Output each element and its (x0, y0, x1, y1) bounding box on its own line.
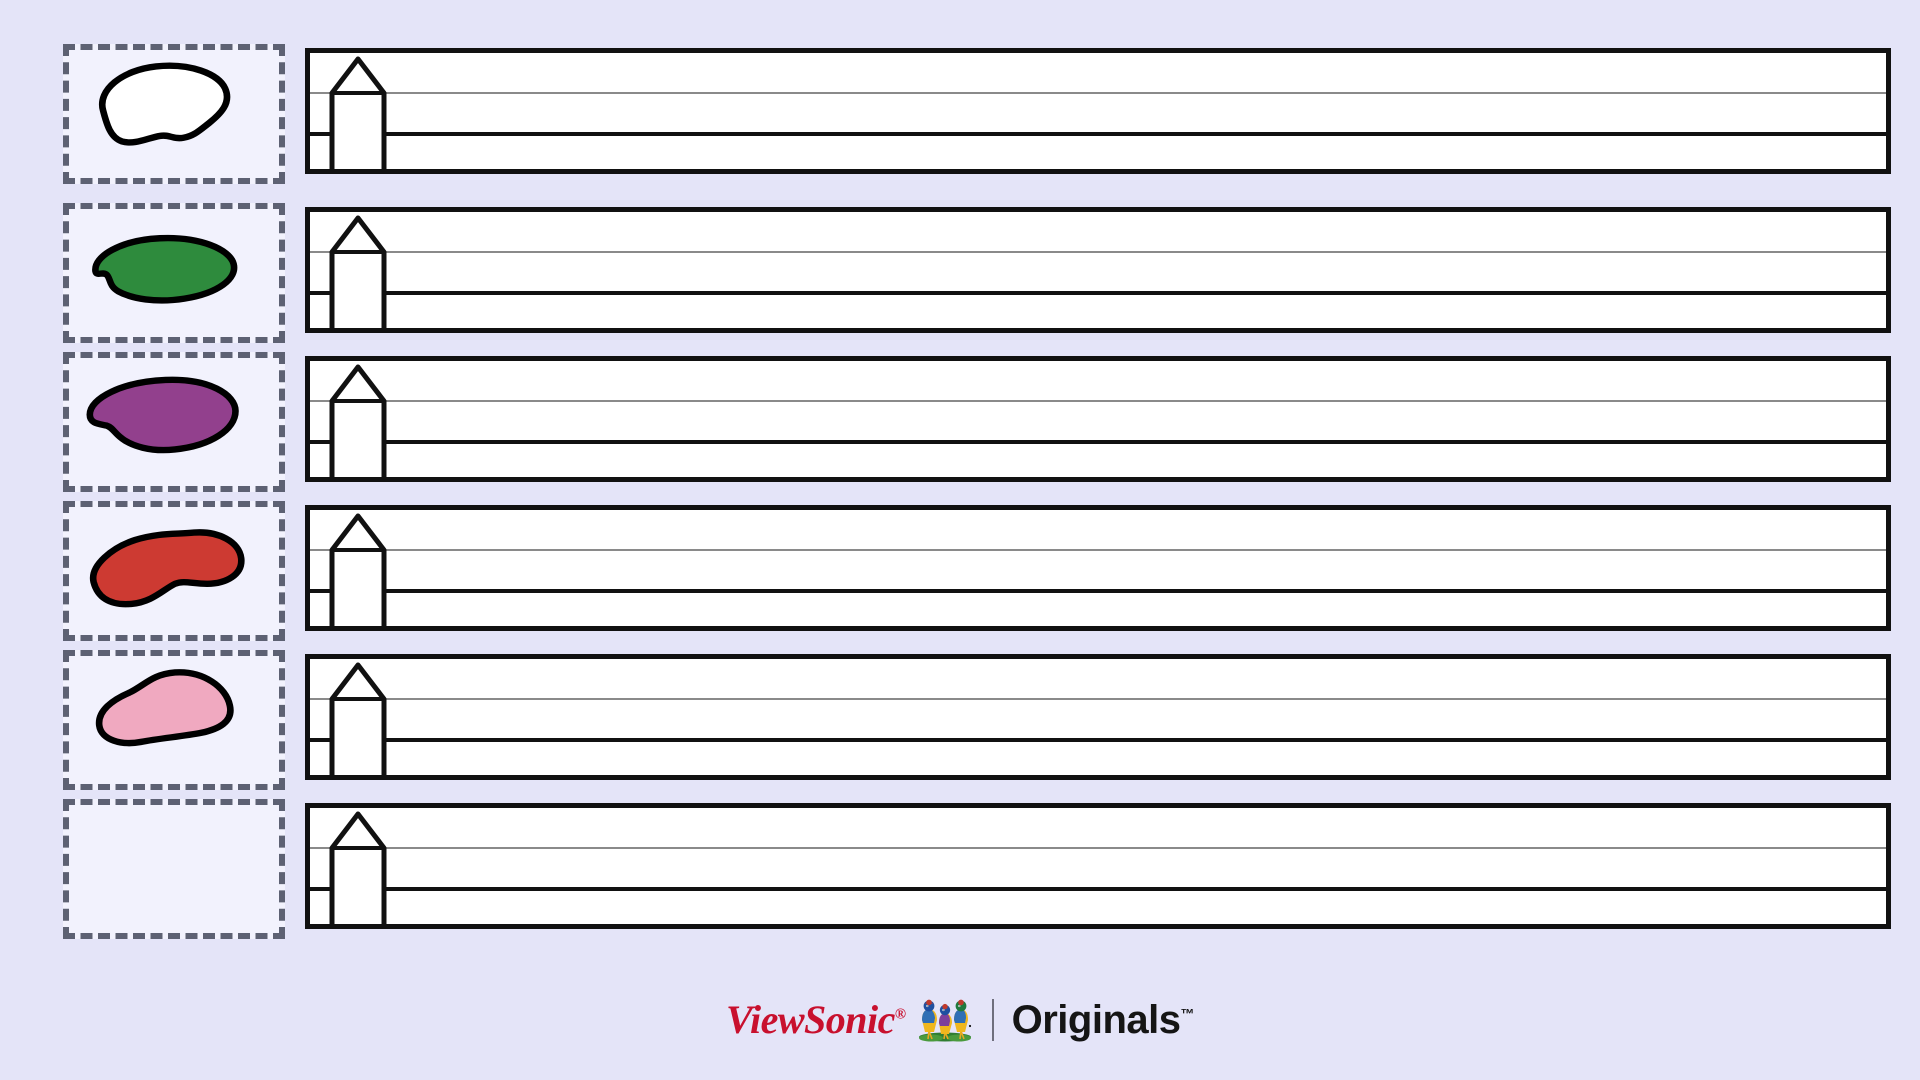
blob-empty-placeholder (69, 805, 279, 933)
worksheet-row (0, 203, 1920, 355)
brand-wordmark: ViewSonic® (726, 1000, 906, 1040)
logo-divider (991, 999, 994, 1041)
writing-lines-3[interactable] (305, 356, 1891, 482)
blob-purple-icon (86, 376, 239, 454)
guide-line-thick (310, 131, 1886, 136)
pencil-icon (322, 510, 394, 626)
pencil-icon (322, 808, 394, 924)
guide-line-thin (310, 399, 1886, 402)
blob-green-icon (92, 234, 238, 304)
guide-line-thin (310, 548, 1886, 551)
originals-wordmark: Originals™ (1011, 998, 1195, 1042)
guide-line-thin (310, 697, 1886, 700)
sidebar-item-swatch-5[interactable] (63, 650, 285, 790)
guide-line-thin (310, 846, 1886, 849)
writing-lines-1[interactable] (305, 48, 1891, 174)
registered-mark: ® (894, 1006, 906, 1023)
sidebar-item-swatch-4[interactable] (63, 501, 285, 641)
pencil-icon (322, 361, 394, 477)
worksheet-row (0, 650, 1920, 802)
gouldian-finches-icon (918, 999, 971, 1042)
guide-line-thin (310, 250, 1886, 253)
pencil-icon (322, 53, 394, 169)
sidebar-item-swatch-1[interactable] (63, 44, 285, 184)
worksheet-row (0, 352, 1920, 504)
viewsonic-logo: ViewSonic® (726, 998, 974, 1042)
pencil-icon (322, 212, 394, 328)
writing-lines-5[interactable] (305, 654, 1891, 780)
guide-line-thick (310, 290, 1886, 295)
sidebar-item-swatch-2[interactable] (63, 203, 285, 343)
writing-lines-2[interactable] (305, 207, 1891, 333)
worksheet-row (0, 501, 1920, 653)
guide-line-thick (310, 439, 1886, 444)
sidebar-item-swatch-3[interactable] (63, 352, 285, 492)
guide-line-thin (310, 91, 1886, 94)
blob-pink-icon (95, 669, 234, 747)
blob-red-icon (89, 529, 245, 608)
guide-line-thick (310, 588, 1886, 593)
product-name-text: Originals (1011, 998, 1181, 1042)
guide-line-thick (310, 886, 1886, 891)
worksheet-row (0, 44, 1920, 196)
trademark-mark: ™ (1180, 1005, 1195, 1022)
writing-lines-6[interactable] (305, 803, 1891, 929)
writing-lines-4[interactable] (305, 505, 1891, 631)
pencil-icon (322, 659, 394, 775)
footer-branding: ViewSonic® (0, 975, 1920, 1065)
guide-line-thick (310, 737, 1886, 742)
blob-white-icon (98, 62, 231, 146)
worksheet-row (0, 799, 1920, 951)
sidebar-item-swatch-6[interactable] (63, 799, 285, 939)
brand-name-text: ViewSonic (726, 997, 895, 1042)
